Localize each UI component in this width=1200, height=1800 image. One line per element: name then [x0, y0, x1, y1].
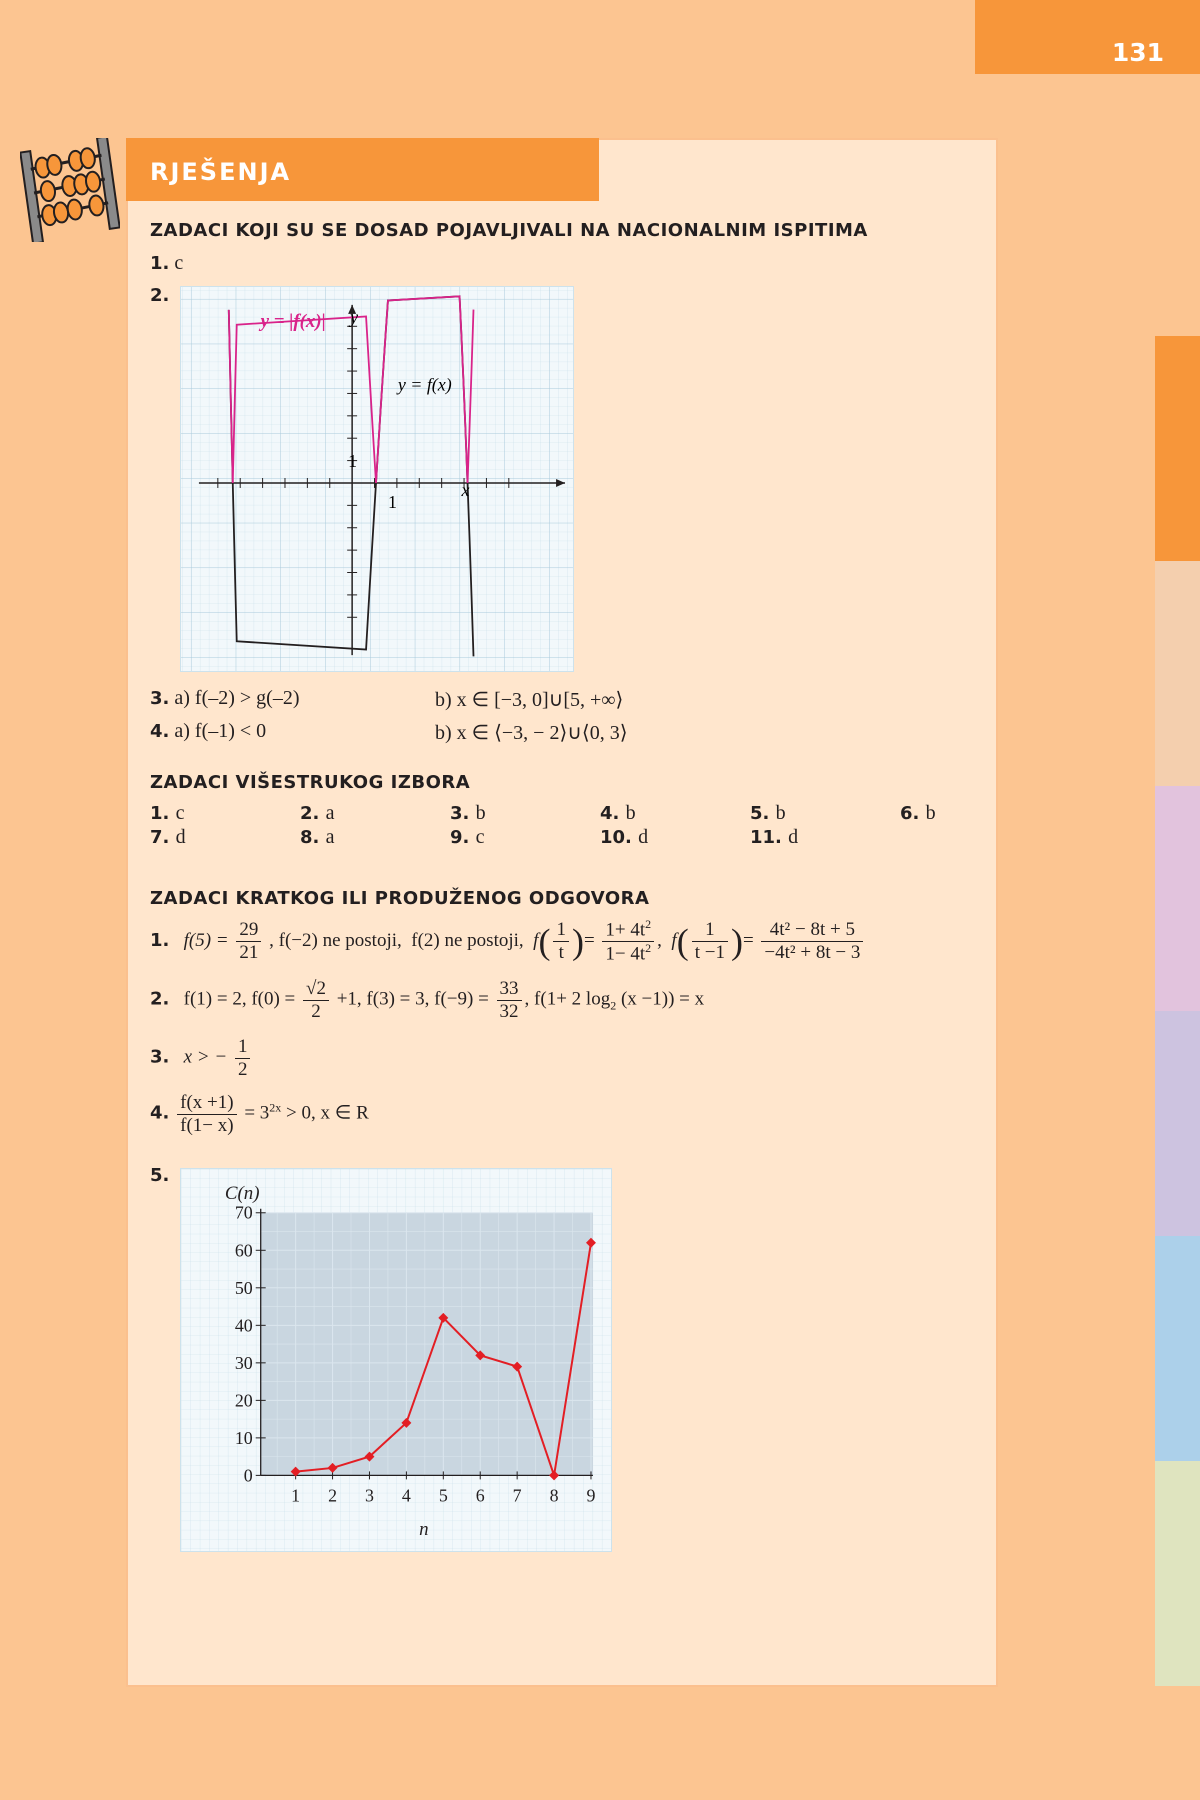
mc-answer-value: b: [775, 802, 786, 824]
mc-answer-number: 5.: [750, 803, 776, 824]
page-number-tab: [975, 0, 1200, 74]
nat-question-2-label: 2.: [150, 285, 170, 306]
chart-y-tick-label: 0: [244, 1465, 253, 1485]
side-color-tabs: [1155, 336, 1200, 1686]
section-banner: RJEŠENJA: [126, 138, 599, 201]
mc-answer-value: b: [625, 802, 636, 824]
graph-curve-abs-f: [227, 295, 475, 484]
cn-line-chart: 0 10 20 30 40 50 60 70 1 2 3 4 5 6 7 8 9 C(n) n: [180, 1168, 612, 1552]
abacus-icon: [20, 138, 120, 242]
side-tab-2: [1155, 561, 1200, 786]
mc-answer-value: d: [638, 826, 649, 848]
mc-answer-value: c: [475, 826, 485, 848]
chart-x-tick-label: 1: [291, 1485, 300, 1505]
mc-answer-number: 1.: [150, 803, 176, 824]
chart-y-tick-label: 20: [235, 1390, 253, 1410]
chart-x-tick-label: 5: [439, 1485, 448, 1505]
graph-label-f: y = f(x): [396, 374, 452, 395]
short-answer-4: 4. f(x +1) f(1− x) = 32x > 0, x ∈ R: [150, 1092, 369, 1136]
side-tab-3: [1155, 786, 1200, 1011]
chart-x-tick-label: 8: [550, 1485, 559, 1505]
mc-answer-number: 6.: [900, 803, 926, 824]
mc-answer-value: b: [475, 802, 486, 824]
chart-y-tick-label: 40: [235, 1315, 253, 1335]
chart-x-tick-label: 6: [476, 1485, 485, 1505]
mc-answer-value: d: [175, 826, 186, 848]
mc-answer-value: d: [788, 826, 799, 848]
mc-answer-value: a: [325, 826, 335, 848]
mc-answer-number: 10.: [600, 827, 639, 848]
graph-y-arrow: [348, 304, 357, 314]
graph-x-arrow: [556, 479, 566, 487]
chart-x-tick-label: 9: [587, 1485, 596, 1505]
heading-short-answer: ZADACI KRATKOG ILI PRODUŽENOG ODGOVORA: [150, 888, 650, 909]
graph-tick-y-1: 1: [348, 451, 357, 471]
mc-answer-number: 9.: [450, 827, 476, 848]
short-answer-5-label: 5.: [150, 1165, 170, 1186]
mc-answer-10: 10. d: [600, 826, 648, 849]
section-title: RJEŠENJA: [150, 158, 292, 186]
mc-answer-6: 6. b: [900, 802, 936, 825]
chart-x-tick-label: 3: [365, 1485, 374, 1505]
mc-answer-value: c: [175, 802, 185, 824]
heading-multiple-choice: ZADACI VIŠESTRUKOG IZBORA: [150, 772, 471, 793]
side-tab-5: [1155, 1236, 1200, 1461]
mc-answer-5: 5. b: [750, 802, 786, 825]
nat-answer-4b: b) x ∈ ⟨−3, − 2⟩∪⟨0, 3⟩: [435, 722, 628, 744]
graph-axis-x-label: x: [461, 480, 470, 500]
graph-axis-y-label: y: [348, 307, 358, 327]
side-tab-1: [1155, 336, 1200, 561]
mc-answer-number: 8.: [300, 827, 326, 848]
mc-answer-number: 11.: [750, 827, 789, 848]
mc-answer-number: 3.: [450, 803, 476, 824]
nat-answer-3: 3. a) f(–2) > g(–2): [150, 687, 300, 709]
mc-answer-value: b: [925, 802, 936, 824]
mc-answer-9: 9. c: [450, 826, 485, 849]
mc-answer-number: 2.: [300, 803, 326, 824]
mc-answer-8: 8. a: [300, 826, 335, 849]
heading-national-exams: ZADACI KOJI SU SE DOSAD POJAVLJIVALI NA …: [150, 220, 868, 241]
short-answer-2: 2. f(1) = 2, f(0) = √2 2 +1, f(3) = 3, f(…: [150, 978, 705, 1022]
chart-y-tick-label: 60: [235, 1240, 253, 1260]
nat-answer-1: 1. c: [150, 252, 184, 274]
mc-answer-3: 3. b: [450, 802, 486, 825]
chart-data-point: [290, 1466, 301, 1477]
chart-y-tick-label: 30: [235, 1353, 253, 1373]
mc-answer-11: 11. d: [750, 826, 798, 849]
chart-x-tick-label: 7: [513, 1485, 522, 1505]
graph-label-abs-f: y = |f(x)|: [259, 311, 326, 332]
mc-answer-4: 4. b: [600, 802, 636, 825]
mc-answer-number: 4.: [600, 803, 626, 824]
graph-tick-x-1: 1: [388, 492, 397, 512]
side-tab-6: [1155, 1461, 1200, 1686]
nat-answer-4: 4. a) f(–1) < 0: [150, 720, 267, 742]
mc-answer-value: a: [325, 802, 335, 824]
mc-answer-7: 7. d: [150, 826, 186, 849]
nat-answer-3b: b) x ∈ [−3, 0]∪[5, +∞⟩: [435, 689, 624, 711]
mc-answer-1: 1. c: [150, 802, 185, 825]
mc-answer-number: 7.: [150, 827, 176, 848]
chart-x-axis-label: n: [419, 1519, 428, 1540]
chart-y-axis-label: C(n): [225, 1183, 260, 1204]
chart-y-tick-label: 10: [235, 1428, 253, 1448]
chart-y-tick-label: 50: [235, 1278, 253, 1298]
chart-y-tick-label: 70: [235, 1203, 253, 1223]
page-number: 131: [1111, 38, 1164, 67]
function-graph: x y 1 1 y = |f(x)| y = f(x): [180, 286, 574, 672]
chart-x-tick-label: 2: [328, 1485, 337, 1505]
chart-x-tick-label: 4: [402, 1485, 411, 1505]
side-tab-4: [1155, 1011, 1200, 1236]
mc-answer-2: 2. a: [300, 802, 335, 825]
short-answer-1: 1. f(5) = 29 21 , f(−2) ne postoji, f(2) …: [150, 917, 866, 965]
